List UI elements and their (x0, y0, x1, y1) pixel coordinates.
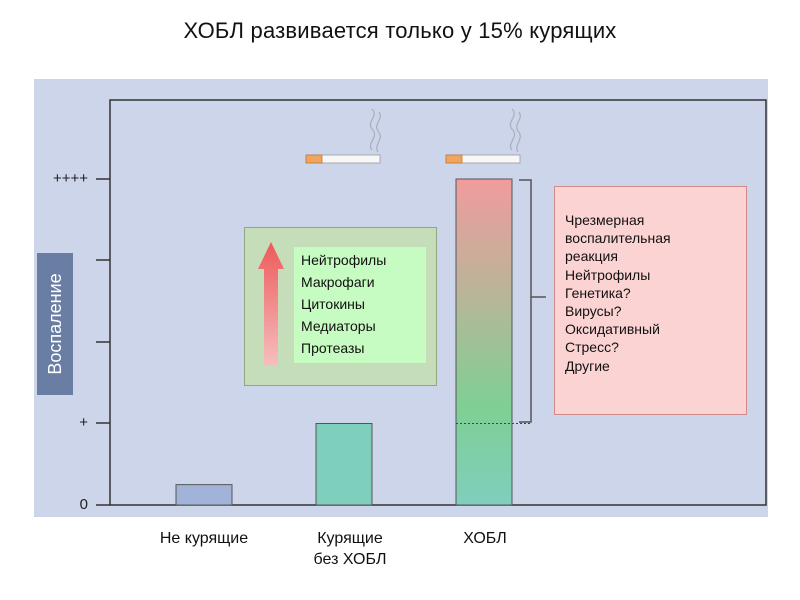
bar-nonsmokers (175, 484, 233, 506)
factor-item: Оксидативный (565, 321, 660, 338)
category-label-copd: ХОБЛ (420, 528, 550, 549)
y-tick-label: ++++ (52, 170, 88, 187)
category-label-nonsmokers: Не курящие (134, 528, 274, 549)
y-ticks (96, 178, 110, 506)
factor-item: воспалительная (565, 230, 671, 247)
category-label-line: Курящие (317, 530, 383, 547)
mediator-item: Нейтрофилы (301, 252, 387, 268)
mediator-item: Медиаторы (301, 318, 376, 334)
y-axis-label-box (37, 253, 73, 395)
bar-copd (455, 178, 513, 506)
mediator-item: Протеазы (301, 340, 365, 356)
category-label-line: без ХОБЛ (313, 551, 387, 568)
factor-item: Стресс? (565, 339, 619, 356)
bar-smokers-no-copd (315, 423, 373, 506)
factor-item: Нейтрофилы (565, 266, 651, 283)
y-tick-label: + (79, 414, 88, 431)
factors-box: Чрезмерная воспалительная реакция Нейтро… (554, 186, 747, 415)
category-label-smokers: Курящие без ХОБЛ (280, 528, 420, 570)
bracket-icon (519, 179, 546, 423)
category-label-line: ХОБЛ (463, 530, 507, 547)
factor-item: Чрезмерная (565, 212, 645, 228)
factor-item: реакция (565, 248, 618, 265)
y-axis-label: Воспаление (45, 273, 65, 375)
smoke-icon (369, 108, 381, 153)
factor-item: Другие (565, 357, 610, 374)
category-label-line: Не курящие (159, 530, 249, 547)
factor-item: Генетика? (565, 284, 631, 301)
y-tick-label: 0 (79, 496, 88, 513)
chart-title: ХОБЛ развивается только у 15% курящих (183, 18, 617, 43)
smoke-icon (509, 108, 521, 153)
mediator-item: Цитокины (301, 296, 365, 312)
plot-frame (109, 99, 767, 506)
cigarette-icon (305, 154, 381, 164)
cigarette-icon (445, 154, 521, 164)
factor-item: Вирусы? (565, 303, 622, 320)
mediators-list: Нейтрофилы Макрофаги Цитокины Медиаторы … (294, 247, 426, 363)
mediator-item: Макрофаги (301, 274, 375, 290)
